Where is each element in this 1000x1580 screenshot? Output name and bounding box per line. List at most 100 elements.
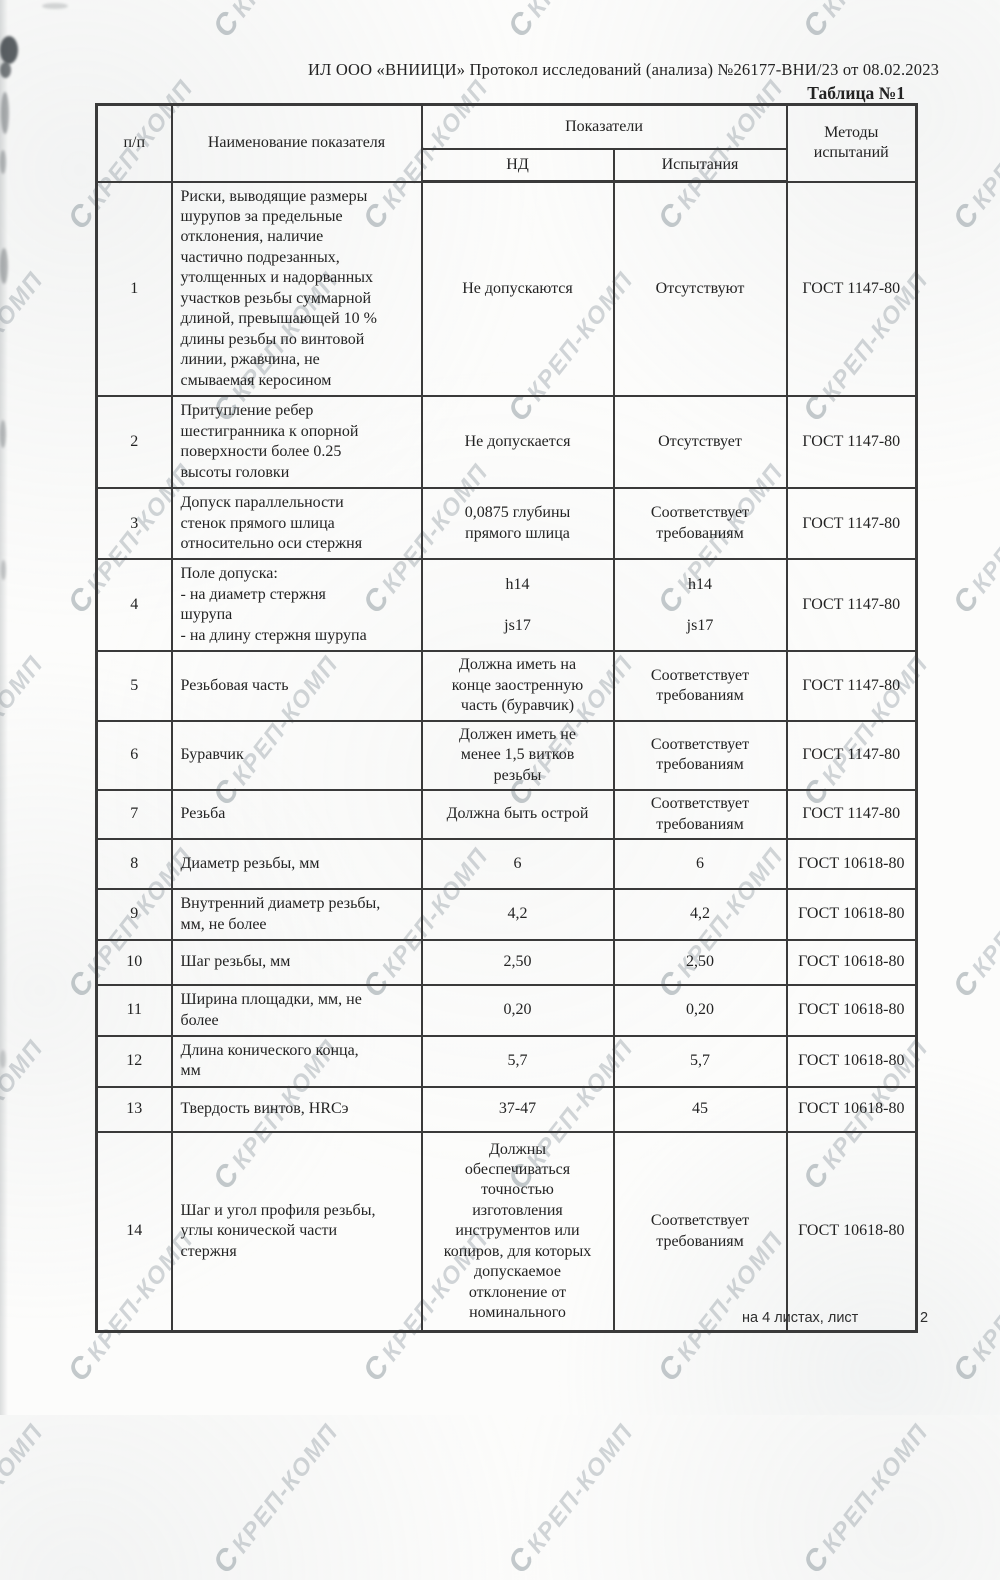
krep-komp-logo-icon: С (356, 1349, 397, 1388)
table-row: 1 Риски, выводящие размеры шурупов за пр… (95, 180, 918, 398)
watermark-text: КРЕП-КОМП (521, 1418, 639, 1559)
table-row: 2 Притупление ребер шестигранника к опор… (95, 395, 918, 490)
krep-komp-logo-icon: С (946, 965, 987, 1004)
cell-nd-value: 4,2 (420, 888, 615, 942)
scan-edge-shadow (0, 0, 8, 1415)
cell-method: ГОСТ 1147-80 (785, 180, 918, 398)
cell-nd-value: 5,7 (420, 1034, 615, 1088)
cell-test-value: Соответствует требованиям (612, 487, 788, 561)
cell-method: ГОСТ 10618-80 (785, 1130, 918, 1333)
krep-komp-logo-icon: С (946, 197, 987, 236)
table-row: 3 Допуск параллельности стенок прямого ш… (95, 487, 918, 561)
watermark-text: КРЕП-КОМП (966, 1226, 1000, 1367)
results-table: п/п Наименование показателя Показатели М… (95, 103, 918, 1334)
krep-komp-watermark: СКРЕП-КОМП (502, 0, 641, 44)
cell-method: ГОСТ 10618-80 (785, 1085, 918, 1133)
table-row: 8 Диаметр резьбы, мм 6 6 ГОСТ 10618-80 (95, 838, 918, 891)
table-row: 4 Поле допуска: - на диаметр стержня шур… (95, 558, 918, 653)
cell-indicator-name: Ширина площадки, мм, не более (170, 984, 423, 1037)
scan-artifact (1, 560, 6, 580)
header-cell-method: Методы испытаний (785, 103, 918, 183)
cell-test-value: Соответствует требованиям (612, 789, 788, 841)
cell-nd-value: 2,50 (420, 939, 615, 987)
cell-row-number: 9 (95, 888, 173, 942)
table-header-row-top: п/п Наименование показателя Показатели М… (95, 103, 918, 183)
cell-indicator-name: Твердость винтов, HRCэ (170, 1085, 423, 1133)
scan-artifact (0, 248, 8, 284)
scan-artifact (0, 1050, 6, 1068)
cell-indicator-name: Шаг резьбы, мм (170, 939, 423, 987)
cell-test-value: Соответствует требованиям (612, 719, 788, 792)
cell-test-value: Соответствует требованиям (612, 650, 788, 722)
krep-komp-watermark: СКРЕП-КОМП (947, 1224, 1000, 1388)
table-row: 7 Резьба Должна быть острой Соответствуе… (95, 789, 918, 841)
krep-komp-watermark: СКРЕП-КОМП (947, 456, 1000, 620)
cell-nd-value: 6 (420, 838, 615, 891)
table-caption: Таблица №1 (807, 83, 905, 103)
scan-artifact (0, 62, 11, 78)
cell-nd-value: Должны обеспечиваться точностью изготовл… (420, 1130, 615, 1333)
cell-indicator-name: Допуск параллельности стенок прямого шли… (170, 487, 423, 561)
cell-indicator-name: Резьба (170, 789, 423, 841)
krep-komp-logo-icon: С (796, 1541, 837, 1580)
cell-method: ГОСТ 1147-80 (785, 558, 918, 653)
cell-method: ГОСТ 10618-80 (785, 838, 918, 891)
table-row: 12 Длина конического конца, мм 5,7 5,7 Г… (95, 1034, 918, 1088)
krep-komp-logo-icon: С (501, 5, 542, 44)
scan-artifact (1, 92, 9, 134)
cell-row-number: 6 (95, 719, 173, 792)
cell-test-value: 4,2 (612, 888, 788, 942)
cell-nd-value: 0,20 (420, 984, 615, 1037)
table-row: 6 Буравчик Должен иметь не менее 1,5 вит… (95, 719, 918, 792)
cell-method: ГОСТ 10618-80 (785, 984, 918, 1037)
cell-row-number: 5 (95, 650, 173, 722)
cell-row-number: 4 (95, 558, 173, 653)
table-header-row-sub: НД Испытания (97, 147, 917, 183)
cell-method: ГОСТ 1147-80 (785, 487, 918, 561)
cell-method: ГОСТ 10618-80 (785, 1034, 918, 1088)
header-cell-nd: НД (420, 147, 615, 183)
cell-nd-value: Не допускается (420, 395, 615, 490)
cell-nd-value: 0,0875 глубины прямого шлица (420, 487, 615, 561)
header-cell-test: Испытания (612, 147, 788, 183)
header-cell-num: п/п (95, 103, 173, 183)
watermark-text: КРЕП-КОМП (226, 1418, 344, 1559)
table-row: 5 Резьбовая часть Должна иметь на конце … (95, 650, 918, 722)
cell-method: ГОСТ 1147-80 (785, 789, 918, 841)
scan-artifact (0, 150, 6, 174)
krep-komp-watermark: СКРЕП-КОМП (797, 0, 936, 44)
footer-sheets-label: на 4 листах, лист (742, 1310, 859, 1326)
cell-row-number: 12 (95, 1034, 173, 1088)
cell-method: ГОСТ 10618-80 (785, 939, 918, 987)
table-row: 13 Твердость винтов, HRCэ 37-47 45 ГОСТ … (95, 1085, 918, 1133)
watermark-text: КРЕП-КОМП (966, 458, 1000, 599)
cell-indicator-name: Резьбовая часть (170, 650, 423, 722)
krep-komp-watermark: СКРЕП-КОМП (502, 1416, 641, 1580)
watermark-text: КРЕП-КОМП (227, 0, 344, 22)
cell-row-number: 3 (95, 487, 173, 561)
cell-test-value: 45 (612, 1085, 788, 1133)
cell-test-value: Отсутствует (612, 395, 788, 490)
cell-nd-value: 37-47 (420, 1085, 615, 1133)
header-cell-group: Показатели (420, 103, 788, 150)
krep-komp-logo-icon: С (651, 1349, 692, 1388)
table-row: 10 Шаг резьбы, мм 2,50 2,50 ГОСТ 10618-8… (95, 939, 918, 987)
cell-test-value: 6 (612, 838, 788, 891)
cell-row-number: 14 (95, 1130, 173, 1333)
cell-row-number: 11 (95, 984, 173, 1037)
krep-komp-logo-icon: С (206, 5, 247, 44)
cell-test-value: 5,7 (612, 1034, 788, 1088)
cell-nd-value: Должна быть острой (420, 789, 615, 841)
cell-nd-value: Не допускаются (420, 180, 615, 398)
scan-artifact (0, 420, 6, 448)
krep-komp-watermark: СКРЕП-КОМП (947, 840, 1000, 1004)
cell-indicator-name: Внутренний диаметр резьбы, мм, не более (170, 888, 423, 942)
cell-method: ГОСТ 1147-80 (785, 719, 918, 792)
watermark-text: КРЕП-КОМП (816, 1418, 934, 1559)
watermark-text: КРЕП-КОМП (522, 0, 639, 22)
cell-nd-value: Должен иметь не менее 1,5 витков резьбы (420, 719, 615, 792)
cell-row-number: 2 (95, 395, 173, 490)
krep-komp-watermark: СКРЕП-КОМП (0, 1416, 50, 1580)
scan-artifact (0, 36, 18, 64)
